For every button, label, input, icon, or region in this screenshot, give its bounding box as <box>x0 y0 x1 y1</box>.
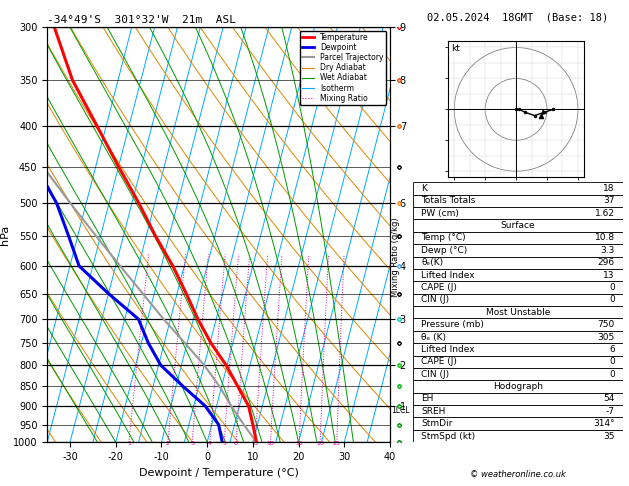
Bar <box>413 269 623 281</box>
Bar <box>413 306 623 318</box>
Text: StmSpd (kt): StmSpd (kt) <box>421 432 475 441</box>
Bar <box>413 219 623 232</box>
Bar <box>413 318 623 331</box>
Text: 3: 3 <box>190 441 194 446</box>
Bar <box>413 194 623 207</box>
Text: 296: 296 <box>598 258 615 267</box>
Text: Most Unstable: Most Unstable <box>486 308 550 317</box>
Text: 305: 305 <box>598 332 615 342</box>
Text: CIN (J): CIN (J) <box>421 295 449 304</box>
Text: EH: EH <box>421 395 433 403</box>
Text: 1.62: 1.62 <box>595 208 615 218</box>
Text: CAPE (J): CAPE (J) <box>421 283 457 292</box>
Text: CAPE (J): CAPE (J) <box>421 357 457 366</box>
Bar <box>413 356 623 368</box>
Bar <box>413 430 623 442</box>
Bar <box>413 343 623 356</box>
Bar <box>413 417 623 430</box>
Text: 0: 0 <box>609 283 615 292</box>
Text: 10: 10 <box>267 441 274 446</box>
Text: 54: 54 <box>604 395 615 403</box>
Text: SREH: SREH <box>421 407 445 416</box>
Y-axis label: km
ASL: km ASL <box>416 235 435 256</box>
Text: θₑ (K): θₑ (K) <box>421 332 446 342</box>
Text: 25: 25 <box>333 441 341 446</box>
Text: θₑ(K): θₑ(K) <box>421 258 443 267</box>
Text: Hodograph: Hodograph <box>493 382 543 391</box>
Text: 1LCL: 1LCL <box>391 406 410 415</box>
Text: 3.3: 3.3 <box>601 246 615 255</box>
Text: -7: -7 <box>606 407 615 416</box>
Text: 750: 750 <box>598 320 615 329</box>
Text: 15: 15 <box>295 441 303 446</box>
X-axis label: Dewpoint / Temperature (°C): Dewpoint / Temperature (°C) <box>138 468 299 478</box>
Bar <box>413 232 623 244</box>
Bar <box>413 281 623 294</box>
Bar <box>413 368 623 381</box>
Text: 0: 0 <box>609 357 615 366</box>
Bar <box>413 331 623 343</box>
Text: K: K <box>421 184 427 193</box>
Text: 6: 6 <box>609 345 615 354</box>
Bar <box>413 393 623 405</box>
Text: 8: 8 <box>253 441 257 446</box>
Text: 20: 20 <box>316 441 324 446</box>
Text: 314°: 314° <box>593 419 615 428</box>
Text: Dewp (°C): Dewp (°C) <box>421 246 467 255</box>
Text: 5: 5 <box>222 441 226 446</box>
Text: -34°49'S  301°32'W  21m  ASL: -34°49'S 301°32'W 21m ASL <box>47 15 236 25</box>
Bar <box>413 257 623 269</box>
Bar <box>413 294 623 306</box>
Text: Pressure (mb): Pressure (mb) <box>421 320 484 329</box>
Y-axis label: hPa: hPa <box>0 225 10 244</box>
Text: 0: 0 <box>609 370 615 379</box>
Text: 10.8: 10.8 <box>595 233 615 243</box>
Text: Lifted Index: Lifted Index <box>421 271 475 279</box>
Text: Totals Totals: Totals Totals <box>421 196 476 205</box>
Text: 1: 1 <box>127 441 131 446</box>
Text: Lifted Index: Lifted Index <box>421 345 475 354</box>
Text: Temp (°C): Temp (°C) <box>421 233 465 243</box>
Bar <box>413 244 623 257</box>
Text: StmDir: StmDir <box>421 419 452 428</box>
Text: 02.05.2024  18GMT  (Base: 18): 02.05.2024 18GMT (Base: 18) <box>427 12 608 22</box>
Text: © weatheronline.co.uk: © weatheronline.co.uk <box>470 469 565 479</box>
Text: 18: 18 <box>603 184 615 193</box>
Text: 0: 0 <box>609 295 615 304</box>
Legend: Temperature, Dewpoint, Parcel Trajectory, Dry Adiabat, Wet Adiabat, Isotherm, Mi: Temperature, Dewpoint, Parcel Trajectory… <box>300 31 386 105</box>
Text: 35: 35 <box>603 432 615 441</box>
Text: CIN (J): CIN (J) <box>421 370 449 379</box>
Bar <box>413 405 623 417</box>
Text: 6: 6 <box>234 441 238 446</box>
Text: 2: 2 <box>166 441 170 446</box>
Bar <box>413 207 623 219</box>
Bar <box>413 381 623 393</box>
Text: kt: kt <box>451 44 460 53</box>
Text: Mixing Ratio (g/kg): Mixing Ratio (g/kg) <box>391 218 400 297</box>
Text: 13: 13 <box>603 271 615 279</box>
Bar <box>413 182 623 194</box>
Text: 4: 4 <box>208 441 212 446</box>
Text: PW (cm): PW (cm) <box>421 208 459 218</box>
Text: Surface: Surface <box>501 221 535 230</box>
Text: 37: 37 <box>603 196 615 205</box>
